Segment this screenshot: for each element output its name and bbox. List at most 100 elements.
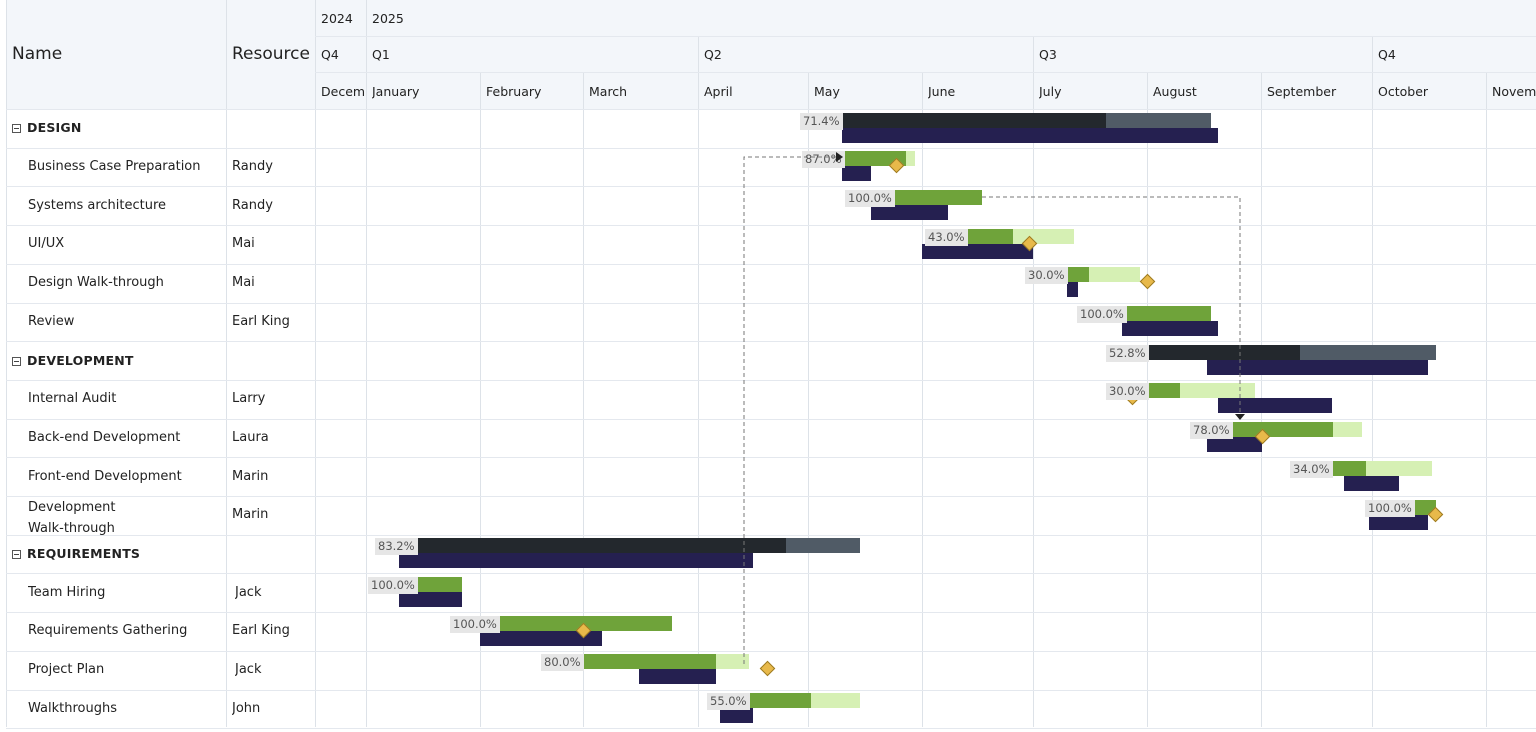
baseline-bar [1122,321,1218,336]
task-resource[interactable]: Mai [232,236,255,252]
task-name[interactable]: Walkthroughs [28,700,117,716]
baseline-bar [480,630,602,646]
percent-complete-label: 52.8% [1106,344,1149,362]
grid-divider [226,0,227,727]
month-label: February [486,84,542,99]
task-name[interactable]: Back-end Development [28,429,181,445]
summary-row-name[interactable]: REQUIREMENTS [12,546,140,561]
summary-bar-complete[interactable] [1148,344,1300,360]
task-bar-complete[interactable] [1067,267,1089,283]
percent-complete-label: 83.2% [375,538,418,556]
task-bar-complete[interactable] [893,189,982,205]
task-bar-complete[interactable] [1126,306,1211,321]
month-label: January [372,84,420,99]
column-header-resource[interactable]: Resource [232,44,310,64]
summary-row-name[interactable]: DEVELOPMENT [12,353,134,368]
summary-bar-remaining[interactable] [786,538,860,554]
task-name[interactable]: Business Case Preparation [28,159,201,175]
grid-divider [1486,72,1487,727]
row-divider [6,690,1536,691]
percent-complete-label: 100.0% [845,189,895,207]
baseline-bar [871,204,948,220]
row-divider [315,72,1536,73]
summary-label: DEVELOPMENT [27,352,134,368]
milestone-diamond[interactable] [759,661,776,677]
task-name[interactable]: Review [28,313,75,329]
column-header-name[interactable]: Name [12,44,63,64]
row-divider [6,728,1536,729]
percent-complete-label: 100.0% [368,576,418,594]
row-divider [6,573,1536,574]
baseline-bar [1067,282,1078,298]
task-bar-complete[interactable] [1148,383,1180,399]
task-resource[interactable]: Larry [232,391,266,407]
task-bar-complete[interactable] [967,228,1013,244]
task-resource[interactable]: Randy [232,159,273,175]
task-name[interactable]: Systems architecture [28,197,167,213]
task-name[interactable]: Internal Audit [28,391,117,407]
task-resource[interactable]: Mai [232,275,255,291]
row-divider [6,303,1536,304]
baseline-bar [1207,359,1428,375]
collapse-toggle-icon[interactable] [12,550,21,560]
milestone-diamond[interactable] [1139,274,1156,290]
row-divider [315,36,1536,37]
task-resource[interactable]: Marin [232,507,269,523]
task-resource[interactable]: John [232,700,261,716]
dependency-line [743,156,838,664]
baseline-bar [1369,514,1428,530]
collapse-toggle-icon[interactable] [12,124,21,134]
summary-row-name[interactable]: DESIGN [12,120,82,135]
quarter-label: Q3 [1039,47,1057,62]
collapse-toggle-icon[interactable] [12,356,21,366]
task-name[interactable]: UI/UX [28,236,65,252]
row-divider [6,651,1536,652]
grid-divider [366,0,367,36]
row-divider [6,457,1536,458]
summary-bar-complete[interactable] [842,112,1106,128]
percent-complete-label: 80.0% [541,654,584,672]
month-label: April [704,84,733,99]
grid-divider [1033,36,1034,72]
task-name[interactable]: Project Plan [28,662,105,678]
grid-divider [1372,36,1373,72]
task-bar-complete[interactable] [1332,460,1366,476]
task-bar-complete[interactable] [1233,422,1333,438]
baseline-bar [1218,398,1332,414]
task-bar-complete[interactable] [498,615,672,631]
task-name[interactable]: Development Walk-through [28,500,116,536]
task-resource[interactable]: Earl King [232,313,290,329]
month-label: September [1267,84,1337,99]
row-divider [6,612,1536,613]
grid-divider [808,72,809,727]
grid-divider [480,72,481,727]
year-label: 2024 [321,11,353,26]
task-name[interactable]: Team Hiring [28,584,106,600]
baseline-bar [1207,437,1262,453]
timeline-header [315,0,1536,109]
summary-bar-remaining[interactable] [1106,112,1211,128]
task-resource[interactable]: Jack [235,584,262,600]
task-resource[interactable]: Jack [235,662,262,678]
task-name[interactable]: Requirements Gathering [28,623,188,639]
task-name[interactable]: Design Walk-through [28,275,164,291]
task-bar-complete[interactable] [583,654,716,670]
task-resource[interactable]: Randy [232,197,273,213]
percent-complete-label: 87.0% [802,151,845,169]
task-resource[interactable]: Marin [232,468,269,484]
baseline-bar [842,127,1218,143]
percent-complete-label: 30.0% [1106,383,1149,401]
grid-divider [366,72,367,727]
month-label: June [928,84,956,99]
percent-complete-label: 78.0% [1190,422,1233,440]
task-name[interactable]: Front-end Development [28,468,182,484]
baseline-bar [639,669,716,685]
task-bar-complete[interactable] [417,576,462,592]
summary-bar-complete[interactable] [417,538,786,554]
task-resource[interactable]: Earl King [232,623,290,639]
task-resource[interactable]: Laura [232,429,269,445]
summary-bar-remaining[interactable] [1300,344,1436,360]
row-divider [6,496,1536,497]
task-bar-complete[interactable] [749,693,811,708]
